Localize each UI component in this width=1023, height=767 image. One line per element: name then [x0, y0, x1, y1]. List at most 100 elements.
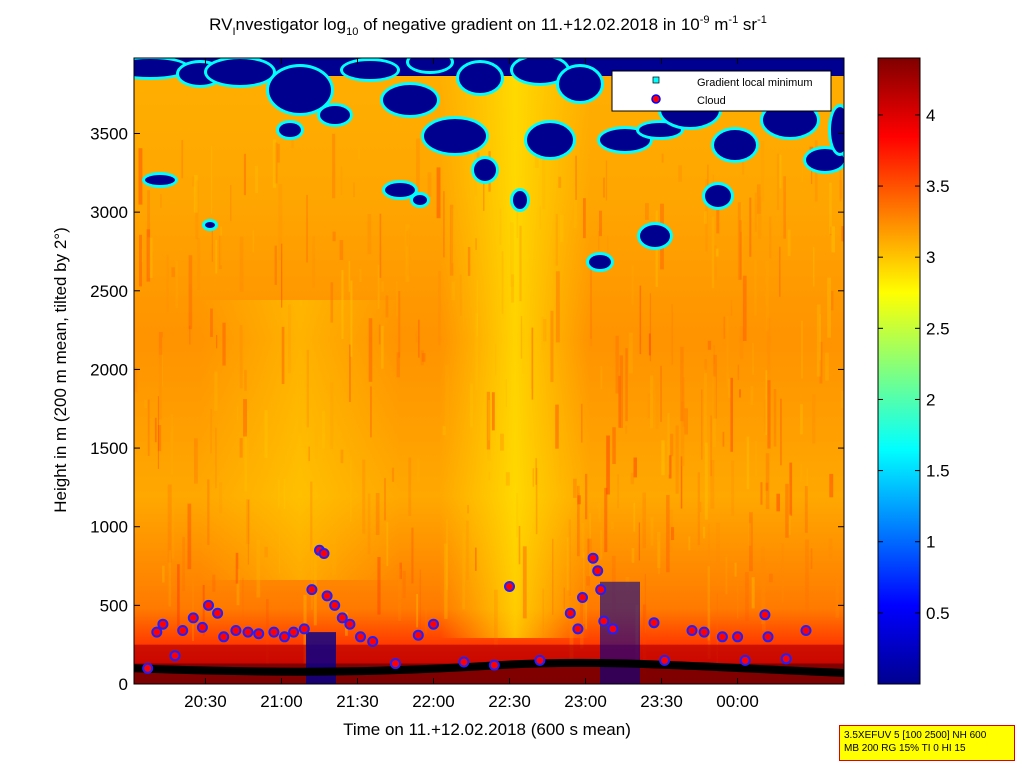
texture-streak [630, 472, 635, 485]
texture-streak [427, 172, 432, 197]
texture-streak [175, 260, 179, 309]
texture-streak [520, 316, 523, 359]
texture-streak [162, 337, 163, 387]
texture-streak [722, 431, 725, 447]
cloud-point [648, 617, 660, 629]
cloud-point [336, 612, 348, 624]
texture-streak [215, 427, 217, 489]
texture-streak [288, 304, 292, 374]
cloud-point [344, 618, 356, 630]
texture-streak [377, 264, 380, 309]
texture-streak [785, 483, 789, 538]
x-axis: 20:30 21:00 21:30 22:00 22:30 23:00 23:30 00:00 [184, 58, 759, 711]
texture-streak [707, 164, 709, 188]
cloud-point [279, 631, 290, 643]
texture-streak [519, 225, 522, 302]
x-tick-label: 21:00 [260, 692, 303, 711]
texture-streak [730, 299, 733, 316]
texture-streak [449, 204, 454, 276]
texture-streak [731, 460, 735, 516]
texture-streak [451, 208, 454, 264]
texture-streak [661, 153, 664, 163]
texture-streak [726, 315, 729, 388]
texture-streak [670, 433, 674, 457]
texture-streak [725, 556, 728, 595]
texture-streak [148, 237, 153, 278]
texture-streak [739, 220, 742, 280]
texture-streak [134, 575, 136, 604]
texture-streak [415, 330, 418, 343]
texture-streak [476, 280, 478, 337]
texture-streak [147, 399, 150, 456]
texture-streak [157, 396, 159, 469]
texture-streak [310, 481, 313, 552]
texture-streak [210, 409, 212, 454]
texture-streak [349, 344, 351, 402]
texture-streak [801, 156, 804, 182]
cloud-point [288, 626, 300, 638]
texture-streak [475, 547, 477, 571]
title-part4: sr [738, 15, 757, 34]
texture-streak [396, 352, 400, 378]
texture-streak [644, 574, 646, 633]
texture-streak [166, 254, 169, 312]
cloud-point [595, 584, 607, 596]
texture-streak [577, 495, 581, 505]
texture-streak [730, 377, 733, 452]
texture-streak [220, 226, 222, 266]
colorbar-tick-label: 3 [926, 248, 935, 267]
texture-streak [466, 520, 469, 580]
texture-streak [202, 585, 205, 636]
texture-streak [168, 550, 172, 607]
texture-streak [756, 184, 761, 214]
colorbar-tick-label: 1 [926, 533, 935, 552]
texture-streak [177, 564, 180, 631]
texture-streak [569, 597, 574, 659]
texture-streak [542, 141, 546, 210]
texture-streak [750, 386, 754, 406]
texture-streak [737, 202, 742, 280]
texture-streak [239, 236, 244, 292]
title-part2: of negative gradient on 11.+12.02.2018 i… [358, 15, 699, 34]
texture-streak [407, 228, 411, 277]
texture-streak [340, 166, 343, 195]
y-tick-label: 3000 [90, 203, 128, 222]
texture-streak [751, 577, 755, 609]
texture-streak [386, 522, 389, 567]
low-gradient-region [383, 85, 437, 115]
texture-streak [552, 240, 556, 312]
near-ground-layer [134, 581, 844, 684]
x-tick-label: 22:30 [488, 692, 531, 711]
texture-streak [264, 546, 268, 558]
texture-streak [580, 590, 584, 649]
texture-streak [684, 408, 688, 435]
y-tick-label: 3500 [90, 124, 128, 143]
texture-streak [801, 320, 803, 379]
texture-streak [779, 246, 781, 297]
texture-streak [442, 426, 446, 436]
texture-streak [332, 231, 336, 242]
texture-streak [243, 399, 247, 437]
texture-streak [370, 386, 372, 438]
texture-streak [590, 264, 592, 339]
texture-streak [398, 291, 401, 358]
texture-streak [543, 319, 547, 342]
x-tick-label: 23:00 [564, 692, 607, 711]
low-gradient-region [474, 159, 496, 181]
texture-streak [367, 214, 372, 255]
texture-streak [704, 442, 708, 520]
chart-title: RVInvestigator log10 of negative gradien… [209, 14, 767, 38]
cloud-point [534, 654, 546, 666]
texture-streak [158, 347, 162, 420]
texture-streak [436, 167, 441, 219]
texture-streak [443, 191, 445, 258]
texture-streak [529, 257, 532, 288]
texture-streak [139, 234, 142, 287]
texture-streak [754, 192, 757, 232]
texture-streak [688, 536, 691, 551]
texture-streak [737, 364, 740, 381]
texture-streak [586, 576, 590, 586]
cloud-point [242, 626, 254, 638]
texture-streak [272, 139, 277, 188]
texture-streak [680, 456, 683, 509]
